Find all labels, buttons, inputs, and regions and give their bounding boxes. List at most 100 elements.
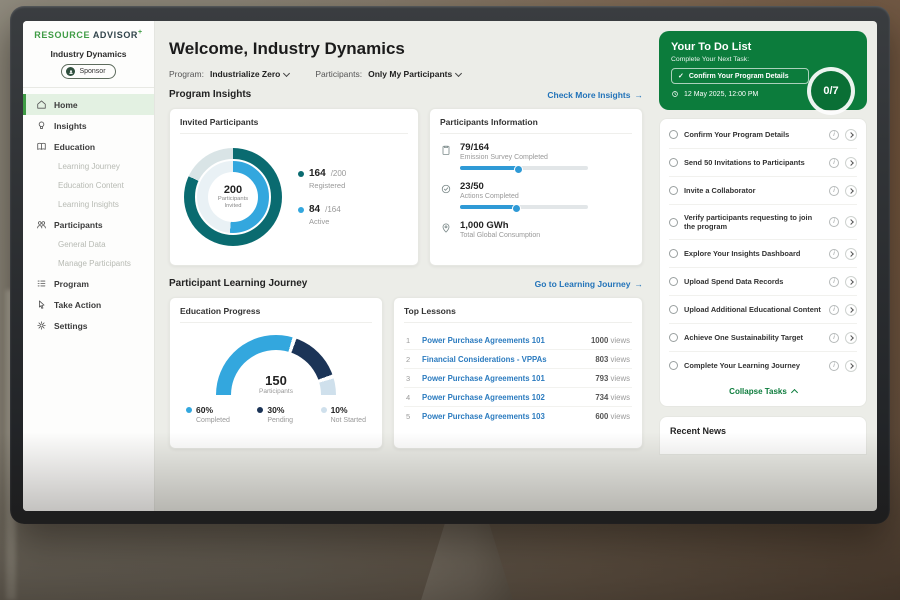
stat-emission-survey: 79/164 Emission Survey Completed (440, 142, 632, 174)
go-to-learning-journey-link[interactable]: Go to Learning Journey → (535, 279, 643, 289)
cursor-icon (36, 299, 47, 310)
lesson-row: 2 Financial Considerations - VPPAs 803 v… (404, 350, 632, 369)
clipboard-icon (440, 143, 452, 155)
donut-center-value: 200 (223, 184, 243, 197)
legend-label: Completed (196, 417, 230, 424)
lightbulb-icon (36, 120, 47, 131)
lesson-rank: 2 (406, 354, 411, 364)
stat-label: Emission Survey Completed (460, 154, 548, 161)
participants-filter-value: Only My Participants (368, 69, 453, 79)
lesson-link[interactable]: Power Purchase Agreements 101 (422, 373, 545, 383)
collapse-tasks-button[interactable]: Collapse Tasks (669, 379, 857, 402)
task-list-card: Confirm Your Program Details i Send 50 I… (659, 118, 867, 408)
next-task-chip[interactable]: ✓ Confirm Your Program Details (671, 68, 809, 84)
lesson-link[interactable]: Power Purchase Agreements 101 (422, 335, 545, 345)
task-label: Send 50 Invitations to Participants (684, 157, 805, 167)
task-row: Complete Your Learning Journey i (669, 352, 857, 379)
participants-filter-dropdown[interactable]: Only My Participants (368, 69, 463, 79)
todo-summary-card: Your To Do List Complete Your Next Task:… (659, 31, 867, 115)
sidebar-item-insights[interactable]: Insights (23, 115, 154, 136)
legend-item-pending: 30% Pending (257, 405, 293, 424)
donut-center-label: 200 Participants Invited (208, 172, 258, 222)
info-icon[interactable]: i (829, 360, 839, 371)
legend-label: Active (309, 217, 330, 226)
sidebar-item-participants[interactable]: Participants (23, 214, 154, 235)
sidebar-item-manage-participants[interactable]: Manage Participants (23, 254, 154, 273)
sidebar-item-home[interactable]: Home (23, 94, 154, 115)
task-checkbox[interactable] (669, 333, 678, 343)
sidebar-item-learning-insights[interactable]: Learning Insights (23, 195, 154, 214)
task-checkbox[interactable] (669, 158, 678, 167)
sidebar-item-take-action[interactable]: Take Action (23, 294, 154, 315)
dashboard-screen: RESOURCE ADVISOR+ Industry Dynamics Spon… (23, 21, 877, 511)
check-more-insights-link[interactable]: Check More Insights → (547, 90, 643, 100)
chevron-right-icon[interactable] (845, 216, 857, 229)
legend-dot (186, 407, 192, 413)
task-label: Explore Your Insights Dashboard (684, 248, 801, 258)
clock-icon (672, 91, 678, 97)
task-row: Upload Additional Educational Content i (669, 296, 857, 325)
lesson-link[interactable]: Financial Considerations - VPPAs (422, 354, 547, 364)
recent-news-card[interactable]: Recent News (659, 416, 867, 456)
sponsor-badge[interactable]: Sponsor (61, 64, 116, 79)
sidebar-item-label: Take Action (54, 299, 102, 310)
sidebar-item-education-content[interactable]: Education Content (23, 176, 154, 195)
task-checkbox[interactable] (669, 305, 678, 315)
info-icon[interactable]: i (829, 217, 839, 228)
info-icon[interactable]: i (829, 332, 839, 343)
donut-legend: 164/200 Registered 84/164 Active (298, 168, 346, 226)
task-checkbox[interactable] (669, 277, 678, 287)
lesson-link[interactable]: Power Purchase Agreements 103 (422, 411, 545, 421)
sidebar-item-general-data[interactable]: General Data (23, 235, 154, 254)
sidebar-item-learning-journey[interactable]: Learning Journey (23, 157, 154, 176)
chevron-right-icon[interactable] (845, 359, 857, 372)
task-checkbox[interactable] (669, 249, 678, 259)
task-checkbox[interactable] (669, 186, 678, 195)
gauge-center-caption: Participants (259, 388, 293, 395)
task-row: Upload Spend Data Records i (669, 268, 857, 297)
todo-panel: Your To Do List Complete Your Next Task:… (655, 21, 877, 511)
todo-subtitle: Complete Your Next Task: (671, 56, 750, 63)
info-icon[interactable]: i (829, 157, 839, 168)
chevron-right-icon[interactable] (845, 156, 857, 169)
sidebar-item-program[interactable]: Program (23, 273, 154, 294)
legend-item-completed: 60% Completed (186, 405, 230, 424)
sidebar-item-education[interactable]: Education (23, 136, 154, 157)
chevron-right-icon[interactable] (845, 247, 857, 260)
main-content: Welcome, Industry Dynamics Program: Indu… (155, 21, 655, 511)
legend-pct: 30% (267, 405, 285, 415)
program-filter-dropdown[interactable]: Industrialize Zero (209, 69, 291, 79)
chevron-right-icon[interactable] (845, 184, 857, 197)
chevron-right-icon[interactable] (845, 331, 857, 344)
sidebar-item-label: Settings (54, 320, 88, 331)
task-row: Invite a Collaborator i (669, 177, 857, 205)
sponsor-icon (66, 67, 76, 76)
lesson-rank: 4 (406, 392, 411, 402)
chevron-right-icon[interactable] (845, 303, 857, 316)
info-icon[interactable]: i (829, 248, 839, 259)
lesson-views-unit: views (608, 373, 630, 383)
stat-label: Actions Completed (460, 193, 519, 200)
logo-plus: + (138, 29, 143, 36)
info-icon[interactable]: i (829, 129, 839, 140)
program-filter-value: Industrialize Zero (209, 69, 281, 79)
task-row: Explore Your Insights Dashboard i (669, 240, 857, 269)
task-row: Send 50 Invitations to Participants i (669, 149, 857, 177)
task-checkbox[interactable] (669, 361, 678, 371)
info-icon[interactable]: i (829, 276, 839, 287)
info-icon[interactable]: i (829, 185, 839, 196)
lesson-views-count: 793 (595, 373, 609, 383)
sidebar-item-settings[interactable]: Settings (23, 315, 154, 336)
chevron-right-icon[interactable] (845, 275, 857, 288)
chevron-right-icon[interactable] (845, 128, 857, 141)
lesson-link[interactable]: Power Purchase Agreements 102 (422, 392, 545, 402)
card-title: Top Lessons (404, 306, 632, 323)
card-title: Invited Participants (180, 117, 408, 134)
task-row: Achieve One Sustainability Target i (669, 324, 857, 353)
task-checkbox[interactable] (669, 217, 678, 227)
lesson-views-unit: views (608, 335, 630, 345)
task-checkbox[interactable] (669, 130, 678, 139)
info-icon[interactable]: i (829, 304, 839, 315)
chevron-up-icon (790, 389, 798, 397)
